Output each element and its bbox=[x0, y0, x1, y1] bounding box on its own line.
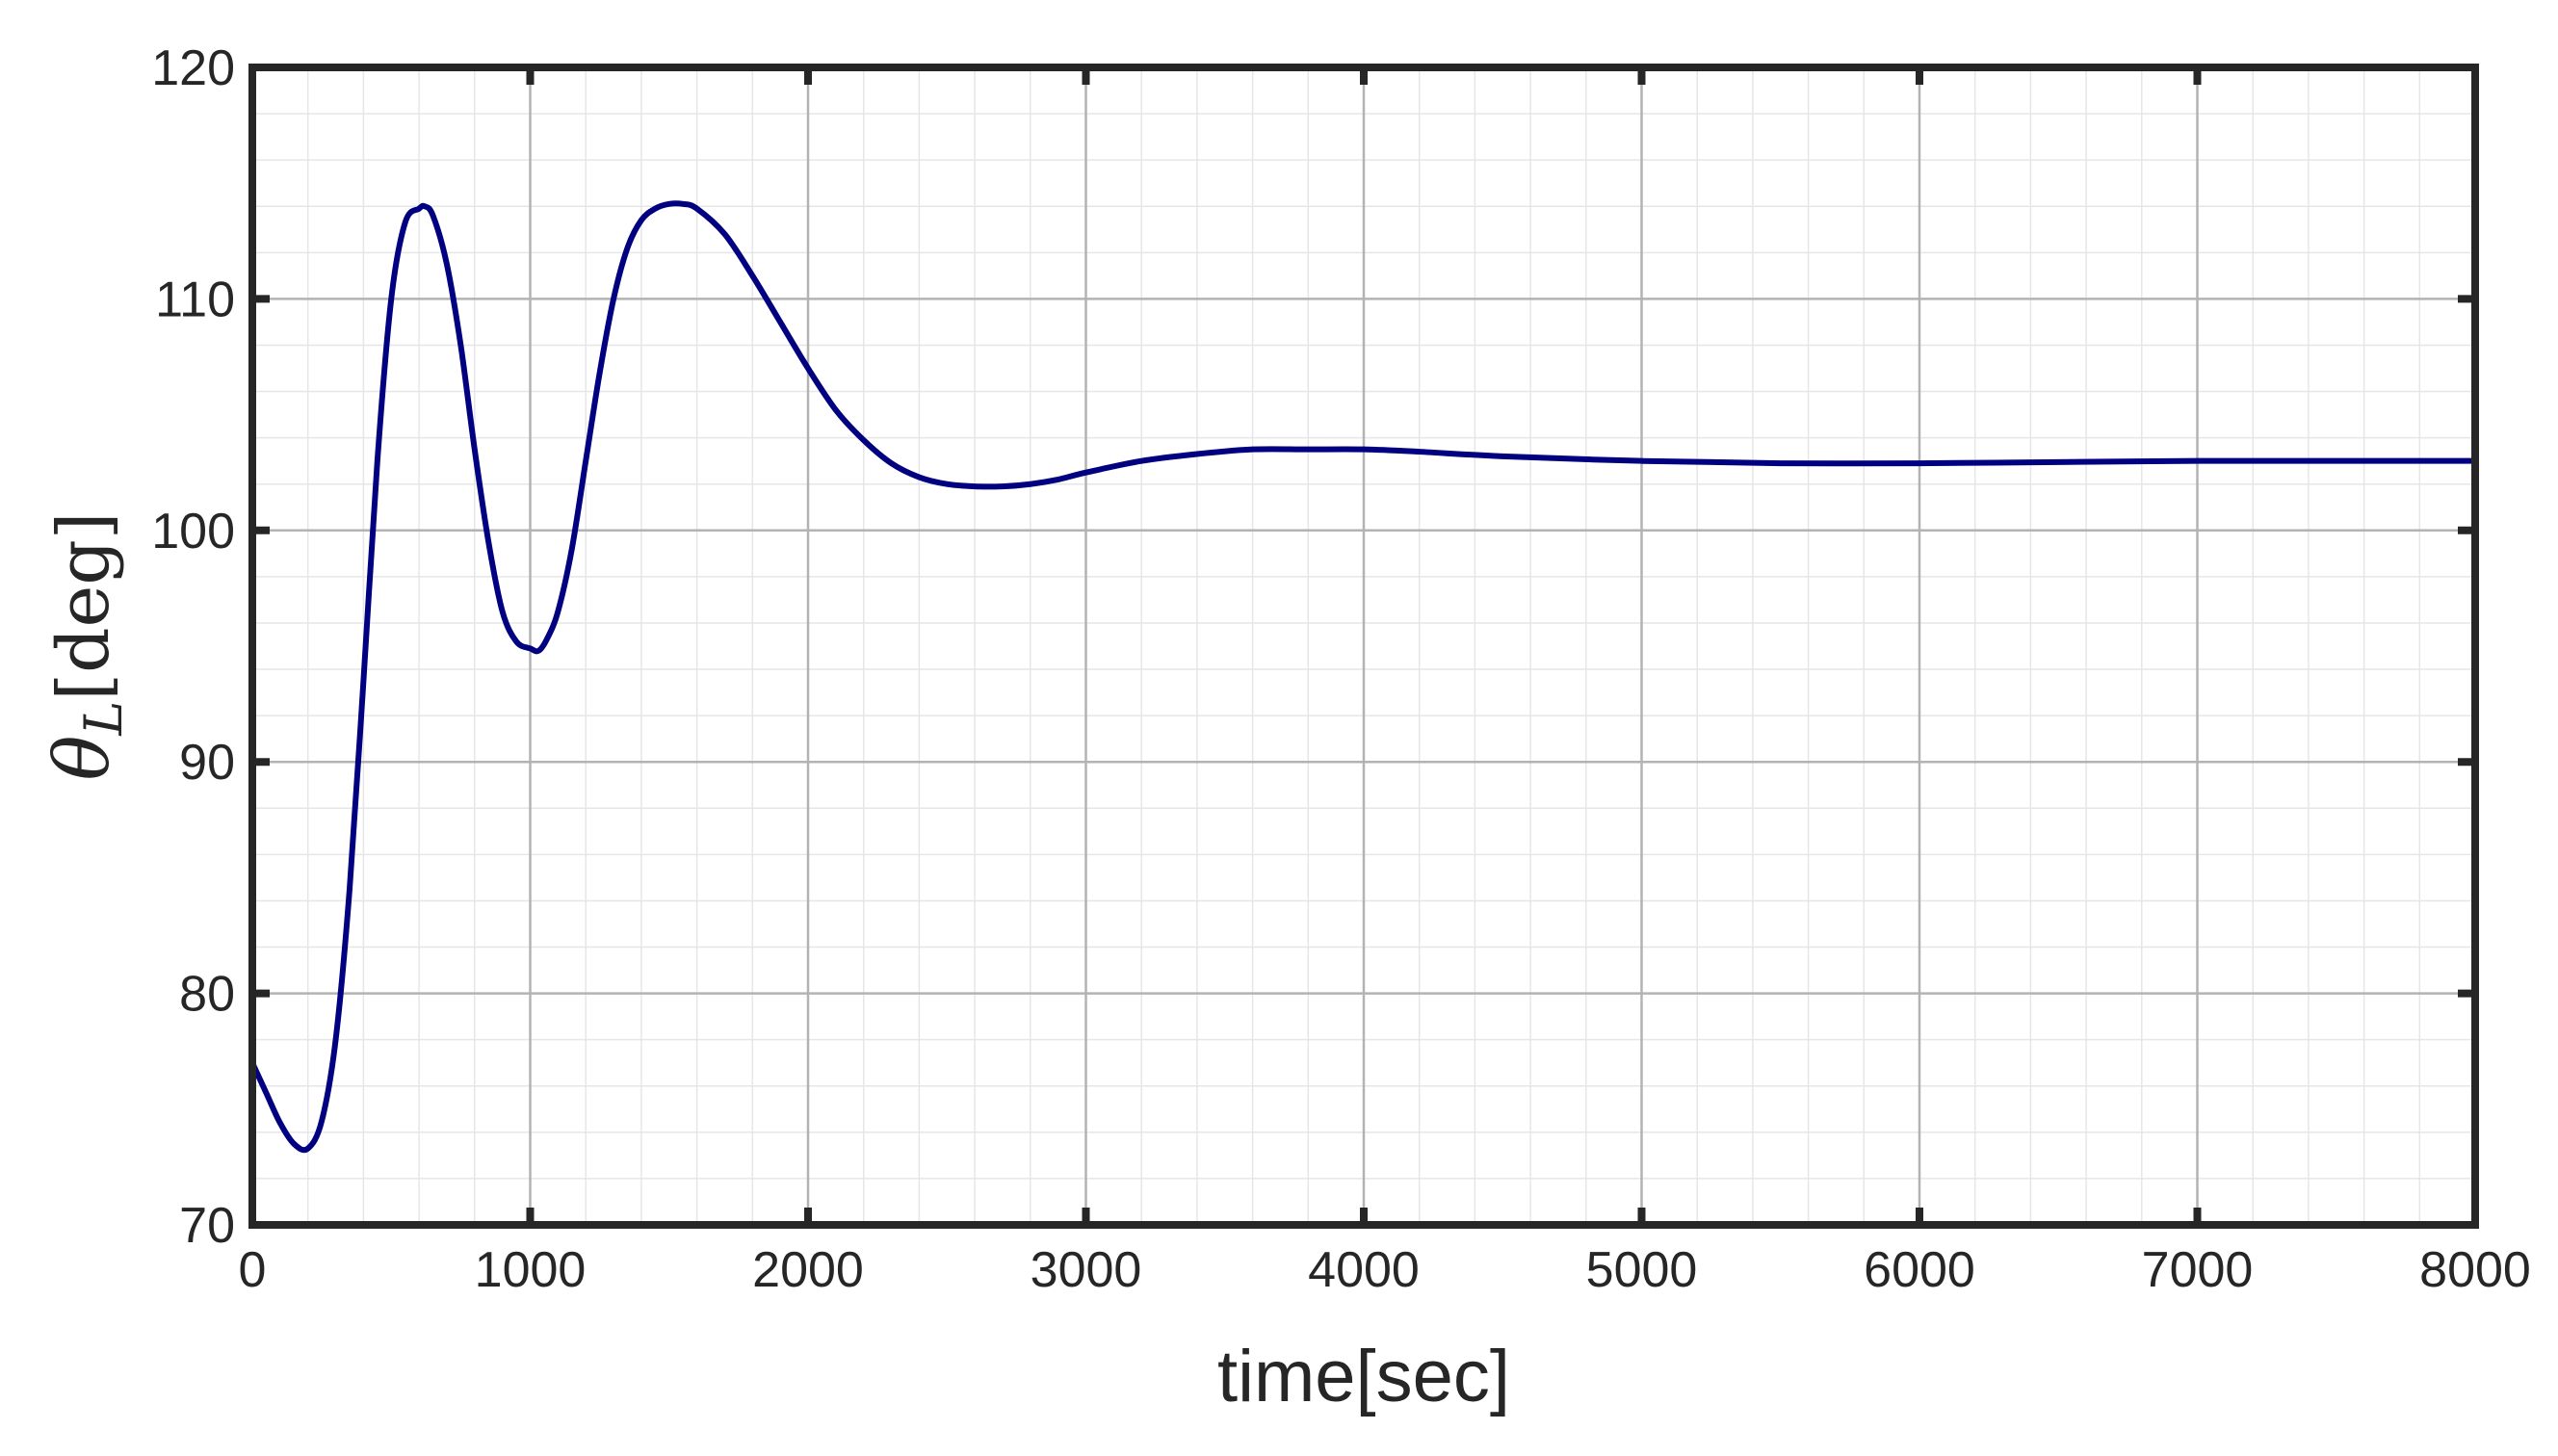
y-tick-labels: 70 80 90 100 110 120 bbox=[151, 40, 235, 1254]
x-tick-label: 3000 bbox=[1031, 1242, 1142, 1298]
y-axis-label: θL[deg] bbox=[39, 511, 134, 780]
series-layer bbox=[249, 200, 2478, 1154]
y-axis-label-unit: [deg] bbox=[42, 511, 125, 700]
y-axis-label-subscript: L bbox=[73, 701, 134, 737]
x-tick-label: 4000 bbox=[1308, 1242, 1420, 1298]
x-tick-label: 7000 bbox=[2142, 1242, 2254, 1298]
y-tick-label: 100 bbox=[151, 504, 235, 559]
x-tick-label: 5000 bbox=[1586, 1242, 1698, 1298]
y-tick-label: 120 bbox=[151, 40, 235, 96]
x-tick-labels: 0 1000 2000 3000 4000 5000 6000 7000 8000 bbox=[239, 1242, 2531, 1298]
x-tick-label: 1000 bbox=[475, 1242, 587, 1298]
x-axis-label: time[sec] bbox=[1217, 1336, 1510, 1417]
x-tick-label: 0 bbox=[239, 1242, 267, 1298]
y-axis-label-symbol: θ bbox=[39, 736, 126, 781]
y-tick-label: 80 bbox=[179, 967, 235, 1023]
y-tick-label: 70 bbox=[179, 1198, 235, 1254]
y-tick-label: 90 bbox=[179, 735, 235, 791]
plot-frame bbox=[248, 64, 2479, 1229]
x-tick-label: 2000 bbox=[752, 1242, 864, 1298]
x-tick-label: 8000 bbox=[2419, 1242, 2531, 1298]
svg-text:θL[deg]: θL[deg] bbox=[39, 511, 134, 780]
x-tick-label: 6000 bbox=[1864, 1242, 1975, 1298]
series-line-0 bbox=[249, 200, 2478, 1154]
y-tick-label: 110 bbox=[155, 272, 235, 327]
